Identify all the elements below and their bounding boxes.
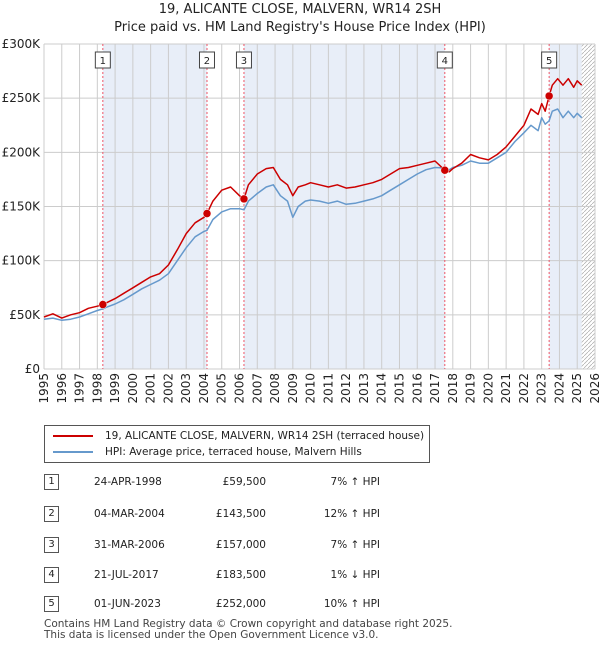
x-tick-label: 2005 [215, 373, 229, 404]
legend-label-property: 19, ALICANTE CLOSE, MALVERN, WR14 2SH (t… [105, 430, 425, 442]
transaction-hpi-diff: 7% ↑ HPI [330, 539, 380, 551]
sale-badge [541, 51, 558, 69]
sale-point [202, 209, 212, 218]
x-tick-label: 2022 [517, 373, 531, 404]
transaction-date: 21-JUL-2017 [94, 569, 159, 581]
transaction-hpi-diff: 10% ↑ HPI [323, 598, 380, 610]
sale-badge [436, 51, 453, 69]
x-tick-label: 2018 [446, 373, 460, 404]
hpi-line [43, 108, 583, 322]
x-tick-label: 2016 [410, 373, 424, 404]
x-tick-label: 2001 [144, 373, 158, 404]
table-row: 5 01-JUN-2023 £252,000 10% ↑ HPI [44, 596, 584, 612]
transaction-hpi-diff: 1% ↓ HPI [330, 569, 380, 581]
y-tick-label: £150K [2, 200, 42, 214]
transaction-number-badge: 1 [44, 474, 59, 490]
sale-badge [94, 51, 111, 69]
table-row: 1 24-APR-1998 £59,500 7% ↑ HPI [44, 474, 584, 490]
x-tick-label: 2007 [250, 373, 264, 404]
x-tick-label: 2006 [233, 373, 247, 404]
transaction-hpi-diff: 7% ↑ HPI [330, 476, 380, 488]
transaction-price: £143,500 [215, 508, 266, 520]
x-tick-label: 2011 [321, 373, 335, 404]
chart-title: 19, ALICANTE CLOSE, MALVERN, WR14 2SH [158, 2, 442, 17]
y-tick-label: £250K [2, 91, 42, 105]
legend-swatch-property [53, 435, 93, 437]
x-tick-label: 2014 [375, 373, 389, 404]
x-tick-label: 2002 [161, 373, 175, 404]
x-tick-label: 2004 [197, 373, 211, 404]
transaction-number-badge: 2 [44, 506, 59, 522]
sale-point [544, 91, 554, 101]
transaction-hpi-diff: 12% ↑ HPI [323, 508, 380, 520]
y-tick-label: £0 [25, 362, 40, 376]
sale-badge [198, 51, 215, 69]
legend-item-property: 19, ALICANTE CLOSE, MALVERN, WR14 2SH (t… [53, 429, 424, 443]
x-tick-label: 2020 [481, 373, 495, 404]
chart: £0 £50K £100K £150K £200K £250K £300K 1995 1996 1… [2, 37, 600, 404]
x-tick-label: 2024 [552, 373, 566, 404]
transaction-price: £157,000 [215, 539, 266, 551]
sale-point [440, 165, 450, 175]
transaction-number-badge: 4 [44, 567, 59, 583]
x-tick-label: 2025 [570, 373, 584, 404]
transaction-price: £59,500 [222, 476, 266, 488]
transaction-date: 24-APR-1998 [94, 476, 162, 488]
transaction-date: 31-MAR-2006 [94, 539, 165, 551]
x-tick-label: 1997 [73, 373, 87, 404]
x-tick-label: 2010 [304, 373, 318, 404]
footer-licence: This data is licensed under the Open Gov… [44, 629, 379, 641]
transaction-date: 01-JUN-2023 [94, 598, 161, 610]
legend-label-hpi: HPI: Average price, terraced house, Malv… [105, 446, 362, 458]
x-tick-label: 2008 [268, 373, 282, 404]
y-tick-label: £300K [2, 37, 42, 51]
transaction-price: £183,500 [215, 569, 266, 581]
sale-badge-label: 5 [546, 56, 552, 67]
footer: Contains HM Land Registry data © Crown c… [44, 619, 452, 641]
sale-badge-label: 3 [241, 56, 247, 67]
sale-badge-label: 2 [204, 56, 210, 67]
chart-subtitle: Price paid vs. HM Land Registry's House … [114, 20, 486, 35]
x-tick-label: 2023 [535, 373, 549, 404]
x-tick-label: 1995 [37, 373, 51, 404]
property-price-line [43, 77, 583, 319]
transaction-number-badge: 5 [44, 596, 59, 612]
x-tick-label: 2012 [339, 373, 353, 404]
sale-point [98, 300, 108, 309]
x-tick-label: 2017 [428, 373, 442, 404]
legend: 19, ALICANTE CLOSE, MALVERN, WR14 2SH (t… [44, 425, 430, 463]
y-tick-label: £50K [9, 308, 41, 322]
transaction-number-badge: 3 [44, 537, 59, 553]
sale-point [239, 194, 249, 204]
footer-copyright: Contains HM Land Registry data © Crown c… [44, 618, 453, 630]
x-tick-label: 2013 [357, 373, 371, 404]
x-tick-label: 2000 [126, 373, 140, 404]
y-tick-label: £100K [2, 254, 42, 268]
sale-badge [235, 51, 252, 69]
y-tick-label: £200K [2, 145, 42, 159]
legend-item-hpi: HPI: Average price, terraced house, Malv… [53, 445, 362, 459]
x-tick-label: 2009 [286, 373, 300, 404]
table-row: 2 04-MAR-2004 £143,500 12% ↑ HPI [44, 506, 584, 522]
x-tick-label: 1998 [90, 373, 104, 404]
sale-badge-label: 4 [442, 56, 448, 67]
x-tick-label: 2026 [588, 373, 600, 404]
sale-badge-label: 1 [100, 56, 106, 67]
x-tick-label: 2021 [499, 373, 513, 404]
x-tick-label: 2019 [464, 373, 478, 404]
transaction-price: £252,000 [215, 598, 266, 610]
x-tick-label: 2015 [392, 373, 406, 404]
table-row: 4 21-JUL-2017 £183,500 1% ↓ HPI [44, 567, 584, 583]
legend-swatch-hpi [53, 451, 93, 453]
table-row: 3 31-MAR-2006 £157,000 7% ↑ HPI [44, 537, 584, 553]
transaction-date: 04-MAR-2004 [94, 508, 165, 520]
x-tick-label: 2003 [179, 373, 193, 404]
x-tick-label: 1996 [55, 373, 69, 404]
x-tick-label: 1999 [108, 373, 122, 404]
